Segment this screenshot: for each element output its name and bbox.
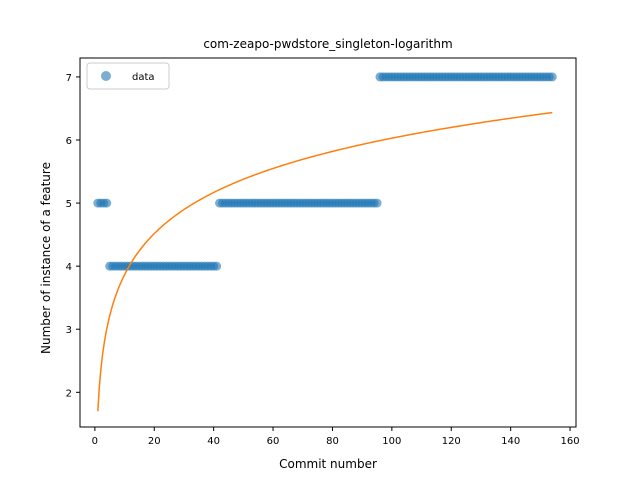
- x-tick-label: 80: [326, 436, 339, 447]
- x-tick-label: 0: [92, 436, 98, 447]
- data-point: [547, 72, 557, 82]
- plot-area: [79, 57, 577, 428]
- legend-marker: [101, 71, 111, 81]
- y-tick-label: 5: [66, 199, 72, 210]
- chart-title: com-zeapo-pwdstore_singleton-logarithm: [203, 37, 452, 51]
- data-point: [102, 198, 112, 208]
- x-axis-label: Commit number: [279, 457, 377, 471]
- x-tick-label: 100: [382, 436, 401, 447]
- y-tick-label: 6: [66, 136, 72, 147]
- legend-box: [86, 62, 170, 90]
- y-tick-label: 4: [66, 262, 72, 273]
- y-axis: 2 3 4 5 6 7: [66, 73, 80, 399]
- legend-label: data: [132, 72, 155, 83]
- legend: data: [86, 62, 170, 90]
- x-tick-label: 160: [561, 436, 580, 447]
- x-tick-label: 20: [148, 436, 161, 447]
- plot-frame: [79, 57, 577, 428]
- data-point: [372, 198, 382, 208]
- y-tick-label: 7: [66, 73, 72, 84]
- x-tick-label: 140: [501, 436, 520, 447]
- y-tick-label: 2: [66, 388, 72, 399]
- x-tick-label: 120: [442, 436, 461, 447]
- x-axis: 0 20 40 60 80 100 120 140 160: [92, 427, 580, 447]
- x-tick-label: 40: [207, 436, 220, 447]
- y-tick-label: 3: [66, 325, 72, 336]
- data-point: [212, 261, 222, 271]
- fit-line: [97, 111, 553, 412]
- y-axis-label: Number of instance of a feature: [39, 162, 53, 354]
- x-tick-label: 60: [267, 436, 280, 447]
